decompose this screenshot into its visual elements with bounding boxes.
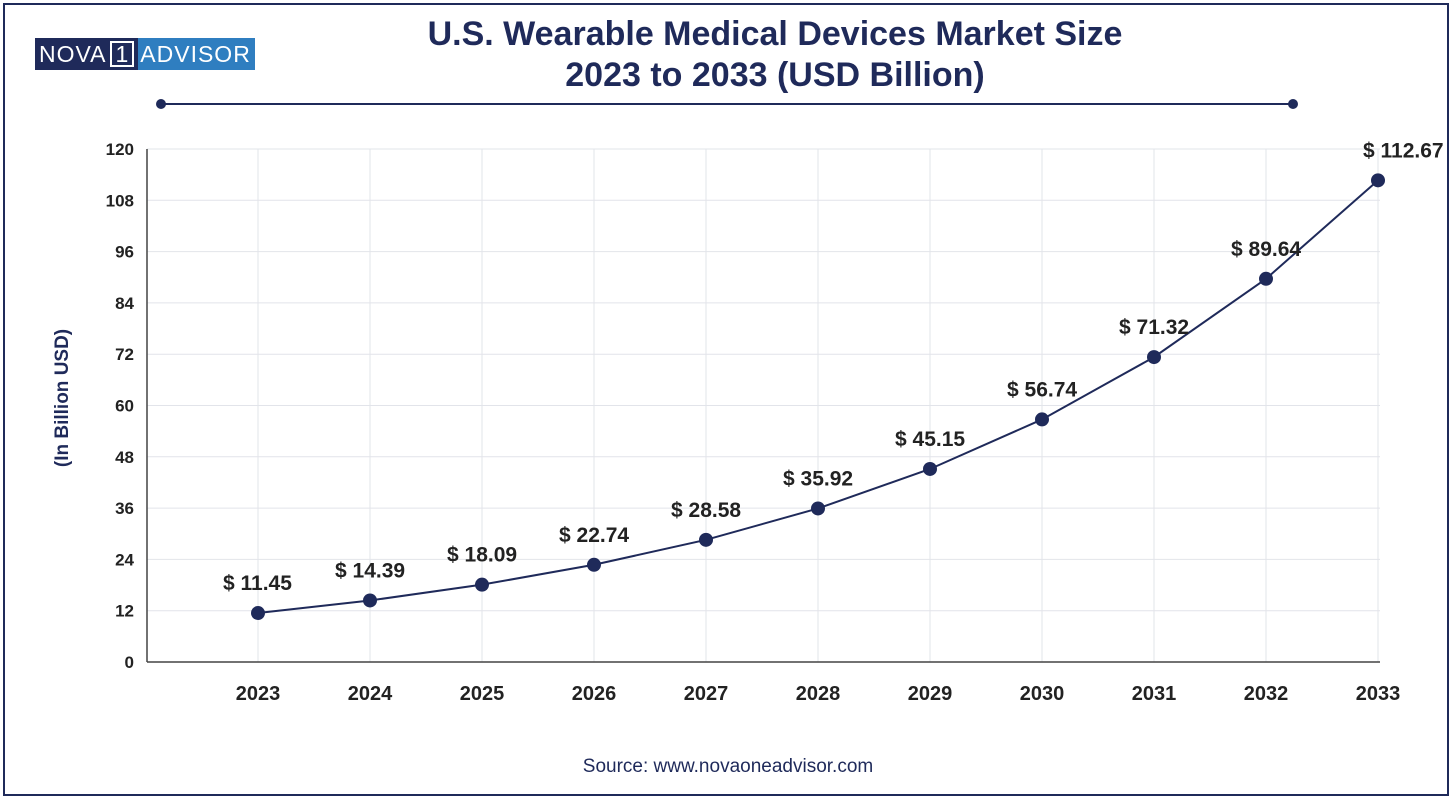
y-tick-label: 120 xyxy=(106,140,134,159)
y-tick-labels: 0 12 24 36 48 60 72 84 96 108 120 xyxy=(106,140,135,672)
y-tick-label: 96 xyxy=(115,243,134,262)
nova-advisor-logo: NOVA 1 ADVISOR xyxy=(35,38,255,70)
x-tick-label: 2027 xyxy=(684,683,729,705)
data-point xyxy=(1147,350,1161,365)
data-point xyxy=(699,532,713,547)
title-divider xyxy=(156,99,1298,109)
y-tick-label: 36 xyxy=(115,499,134,518)
x-tick-label: 2032 xyxy=(1244,683,1289,705)
data-label: $ 18.09 xyxy=(447,544,517,567)
y-tick-label: 60 xyxy=(115,397,134,416)
y-tick-label: 48 xyxy=(115,448,134,467)
x-tick-labels: 2023 2024 2025 2026 2027 2028 2029 2030 2031 2032… xyxy=(236,683,1401,705)
divider-dot-left xyxy=(156,99,166,109)
y-tick-label: 72 xyxy=(115,345,134,364)
data-point xyxy=(811,501,825,516)
x-tick-label: 2024 xyxy=(348,683,393,705)
divider-dot-right xyxy=(1288,99,1298,109)
data-label: $ 89.64 xyxy=(1231,238,1301,261)
x-tick-label: 2028 xyxy=(796,683,841,705)
data-label: $ 56.74 xyxy=(1007,378,1077,401)
x-tick-label: 2033 xyxy=(1356,683,1401,705)
grid-lines xyxy=(147,148,1380,662)
chart-frame xyxy=(3,3,1449,796)
axes xyxy=(146,149,1380,663)
x-tick-label: 2025 xyxy=(460,683,505,705)
y-tick-label: 12 xyxy=(115,602,134,621)
data-points xyxy=(251,173,1385,621)
x-tick-label: 2030 xyxy=(1020,683,1065,705)
x-tick-label: 2023 xyxy=(236,683,281,705)
y-tick-label: 0 xyxy=(125,653,134,672)
data-point xyxy=(1259,271,1273,286)
x-tick-label: 2029 xyxy=(908,683,953,705)
data-point xyxy=(363,593,377,608)
y-tick-label: 108 xyxy=(106,191,134,210)
data-point xyxy=(587,557,601,572)
y-tick-label: 24 xyxy=(115,550,134,569)
data-label: $ 22.74 xyxy=(559,524,629,547)
data-point xyxy=(1035,412,1049,427)
data-label: $ 28.58 xyxy=(671,499,741,522)
data-label: $ 112.67 xyxy=(1363,139,1444,162)
y-axis-label: (In Billion USD) xyxy=(52,329,73,467)
logo-text-nova: NOVA xyxy=(39,40,107,67)
data-label: $ 71.32 xyxy=(1119,316,1189,339)
data-labels: $ 11.45 $ 14.39 $ 18.09 $ 22.74 $ 28.58 $ 35.… xyxy=(223,139,1444,595)
x-tick-label: 2031 xyxy=(1132,683,1177,705)
chart-title-line1: U.S. Wearable Medical Devices Market Siz… xyxy=(427,15,1123,53)
y-tick-label: 84 xyxy=(115,294,134,313)
logo-text-advisor: ADVISOR xyxy=(140,40,251,67)
data-point xyxy=(923,461,937,476)
source-note: Source: www.novaoneadvisor.com xyxy=(582,756,874,777)
logo-text-number: 1 xyxy=(110,41,135,67)
data-label: $ 45.15 xyxy=(895,428,965,451)
x-tick-label: 2026 xyxy=(572,683,617,705)
data-label: $ 35.92 xyxy=(783,467,853,490)
data-label: $ 14.39 xyxy=(335,559,405,582)
chart-title-line2: 2023 to 2033 (USD Billion) xyxy=(565,56,985,94)
data-point xyxy=(1371,173,1385,188)
chart-title: U.S. Wearable Medical Devices Market Siz… xyxy=(350,14,1200,96)
data-point xyxy=(251,606,265,621)
data-label: $ 11.45 xyxy=(223,572,292,595)
data-point xyxy=(475,577,489,592)
